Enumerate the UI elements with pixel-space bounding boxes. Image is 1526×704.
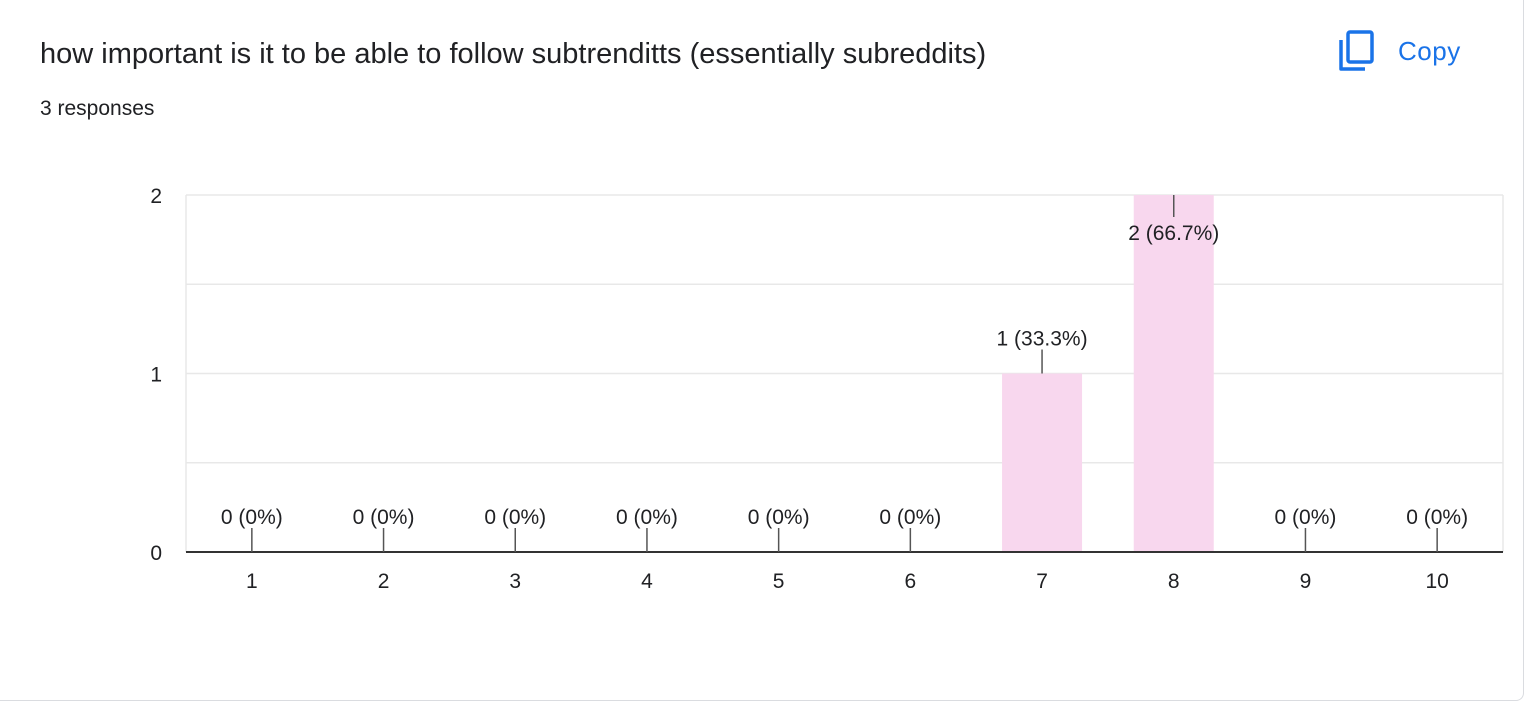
- x-tick-label: 9: [1300, 570, 1312, 593]
- data-label: 0 (0%): [353, 506, 415, 529]
- bar-7: [1002, 373, 1083, 552]
- x-tick-label: 4: [641, 570, 653, 593]
- data-label: 0 (0%): [1406, 506, 1468, 529]
- y-tick-label: 0: [150, 542, 162, 565]
- x-tick-label: 3: [509, 570, 521, 593]
- x-tick-label: 5: [773, 570, 785, 593]
- data-label: 1 (33.3%): [997, 328, 1088, 351]
- copy-icon: [1339, 30, 1374, 71]
- y-tick-label: 2: [150, 185, 162, 208]
- data-label: 0 (0%): [1275, 506, 1337, 529]
- data-label: 0 (0%): [879, 506, 941, 529]
- copy-button[interactable]: Copy: [1336, 26, 1486, 76]
- x-tick-label: 10: [1425, 570, 1448, 593]
- question-title: how important is it to be able to follow…: [40, 38, 987, 70]
- x-tick-label: 6: [905, 570, 917, 593]
- data-label: 0 (0%): [484, 506, 546, 529]
- x-tick-label: 2: [378, 570, 390, 593]
- y-tick-label: 1: [150, 364, 162, 387]
- data-label: 0 (0%): [616, 506, 678, 529]
- response-count: 3 responses: [40, 97, 155, 120]
- copy-button-label: Copy: [1398, 35, 1461, 66]
- data-label: 0 (0%): [748, 506, 810, 529]
- x-tick-label: 1: [246, 570, 258, 593]
- x-tick-label: 8: [1168, 570, 1180, 593]
- data-label: 2 (66.7%): [1128, 222, 1219, 245]
- data-label: 0 (0%): [221, 506, 283, 529]
- x-tick-label: 7: [1036, 570, 1048, 593]
- bar-8: [1133, 195, 1214, 552]
